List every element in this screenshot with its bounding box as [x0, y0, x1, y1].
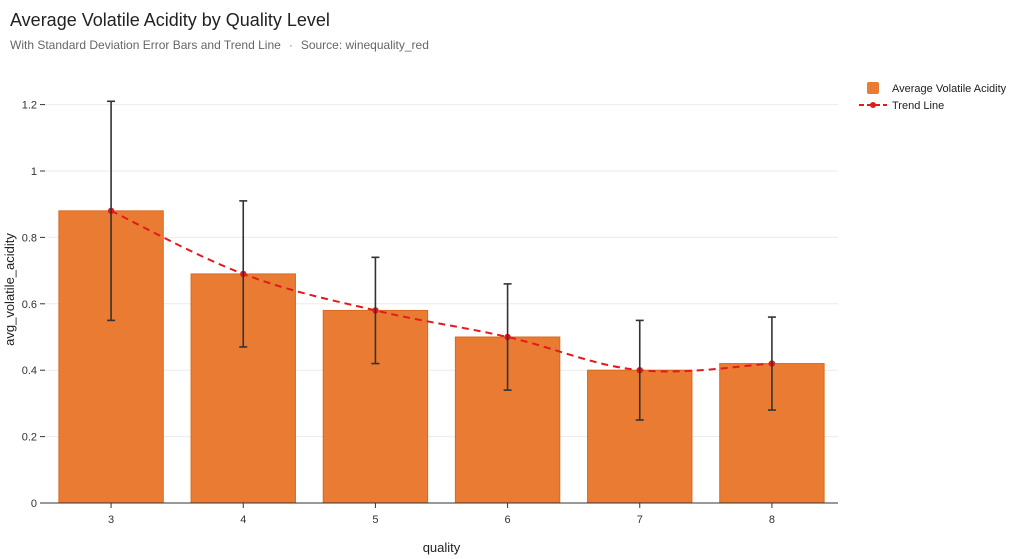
x-tick-label: 8 — [769, 514, 775, 526]
error-bars — [107, 100, 776, 421]
y-tick-label: 0 — [31, 498, 37, 510]
x-axis-title: quality — [423, 540, 461, 555]
y-tick-label: 0.2 — [22, 432, 37, 444]
y-tick-label: 1 — [31, 166, 37, 178]
error-bar-quality-8 — [767, 316, 776, 411]
error-bar-quality-6 — [503, 283, 512, 391]
chart-title: Average Volatile Acidity by Quality Leve… — [10, 10, 330, 30]
trend-line-path[interactable] — [110, 209, 772, 373]
legend-trend-label[interactable]: Trend Line — [892, 100, 944, 112]
error-bar-quality-7 — [635, 319, 644, 421]
legend: Average Volatile Acidity Trend Line — [859, 82, 1007, 112]
x-tick-label: 6 — [505, 514, 511, 526]
bars — [58, 210, 825, 504]
subtitle-source: Source: winequality_red — [300, 38, 429, 52]
y-tick-label: 0.4 — [22, 365, 37, 377]
error-bar-quality-3 — [107, 100, 116, 322]
x-tick-label: 4 — [240, 514, 246, 526]
legend-bar-swatch[interactable] — [867, 82, 879, 94]
error-bar-quality-4 — [239, 200, 248, 348]
subtitle-text: With Standard Deviation Error Bars and T… — [10, 38, 281, 52]
x-tick-label: 7 — [637, 514, 643, 526]
x-tick-label: 5 — [372, 514, 378, 526]
y-tick-label: 0.6 — [22, 299, 37, 311]
error-bar-quality-5 — [371, 256, 380, 365]
legend-bar-label[interactable]: Average Volatile Acidity — [892, 83, 1007, 95]
axes: 0 0.2 0.4 0.6 0.8 1 1.2 3 4 5 6 7 8 — [22, 100, 838, 526]
subtitle-separator: · — [288, 38, 293, 52]
grid-lines — [45, 104, 838, 438]
chart-subtitle: With Standard Deviation Error Bars and T… — [10, 38, 429, 52]
y-tick-label: 1.2 — [22, 100, 37, 112]
y-tick-label: 0.8 — [22, 232, 37, 244]
legend-trend-marker[interactable] — [870, 102, 876, 108]
x-tick-label: 3 — [108, 514, 114, 526]
y-axis-title: avg_volatile_acidity — [2, 233, 17, 346]
